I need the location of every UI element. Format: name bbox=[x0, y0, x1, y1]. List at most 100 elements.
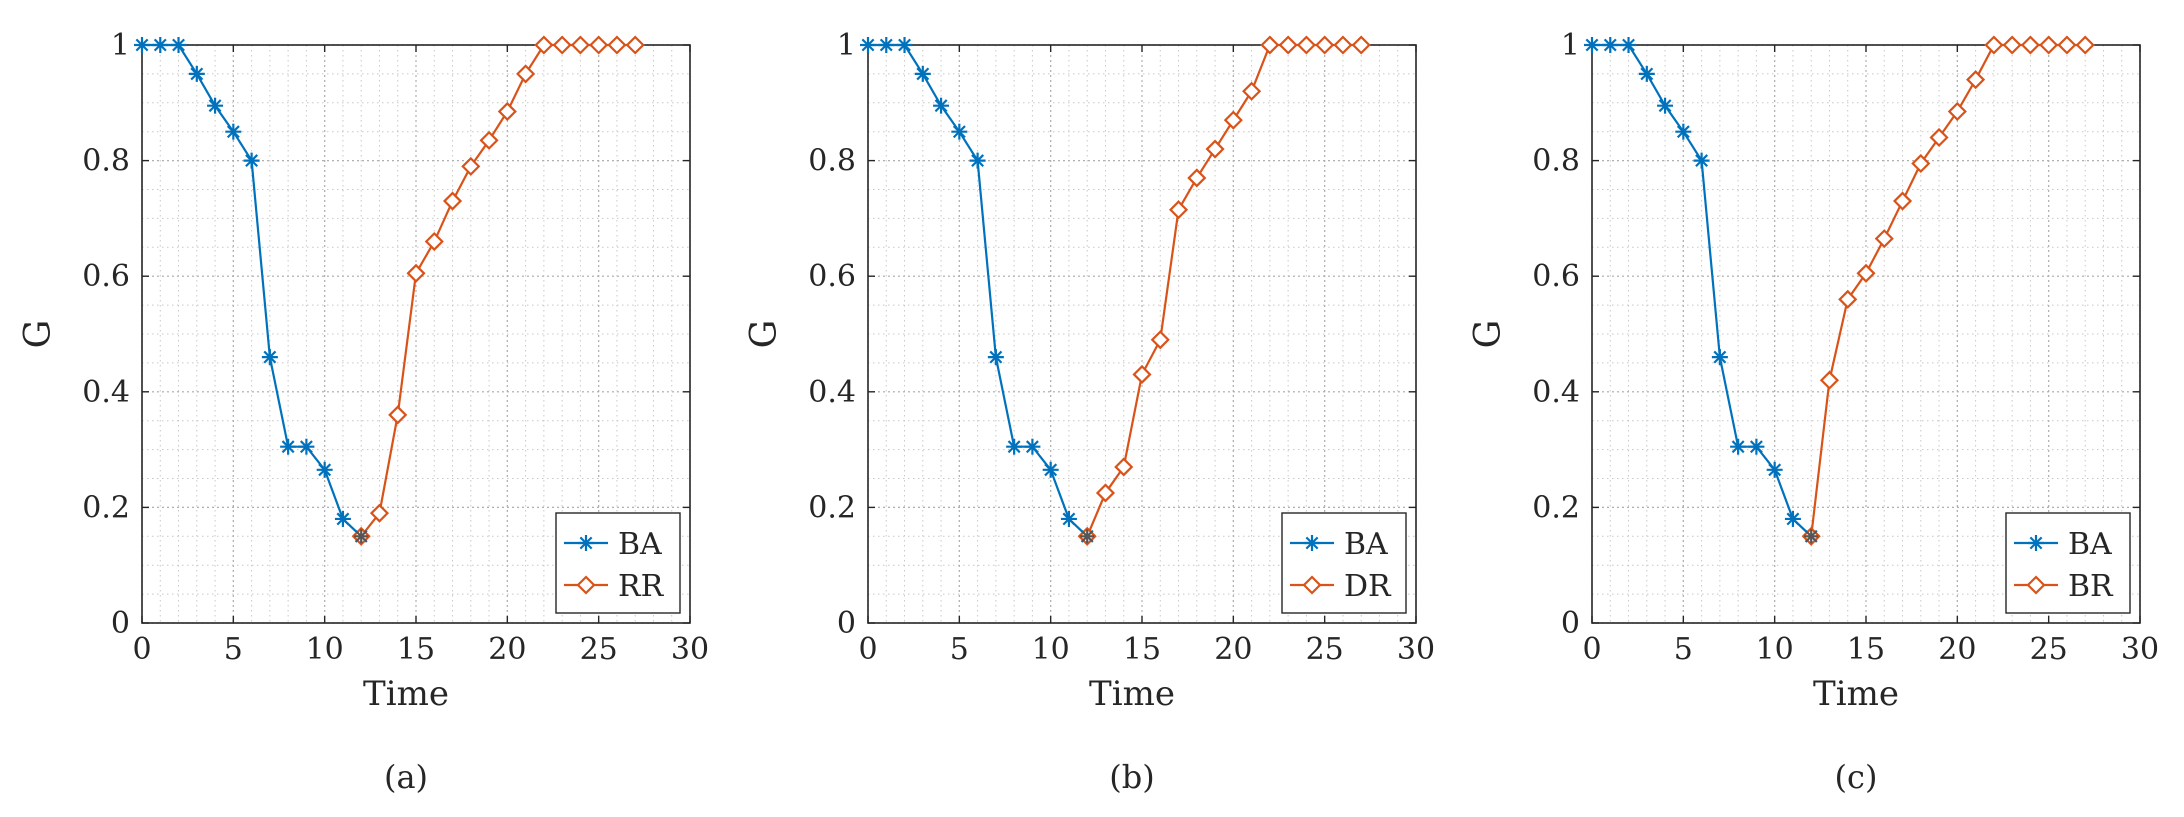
data-point-rr bbox=[534, 35, 554, 55]
data-point-rr bbox=[589, 35, 609, 55]
x-tick-label: 10 bbox=[1032, 632, 1070, 667]
data-point-ba bbox=[134, 37, 150, 53]
x-tick-label: 30 bbox=[671, 632, 709, 667]
data-point-br bbox=[2057, 35, 2077, 55]
y-tick-label: 0 bbox=[111, 606, 130, 641]
data-point-br bbox=[2075, 35, 2095, 55]
data-point-rr bbox=[369, 503, 390, 523]
chart-panel-2: 0 5 10 15 20 25 30 0 0.2 0.4 0.6 0.8 1 Time G (b) BA DR bbox=[744, 28, 1435, 796]
x-tick-label: 15 bbox=[1123, 632, 1161, 667]
legend-marker-ba bbox=[2028, 535, 2044, 551]
data-point-ba bbox=[1657, 97, 1674, 114]
legend: BA BR bbox=[2005, 512, 2131, 614]
legend-label-dr: DR bbox=[1344, 569, 1392, 604]
y-tick-label: 0.4 bbox=[82, 375, 130, 410]
y-axis-label: G bbox=[744, 320, 785, 349]
legend-label-ba: BA bbox=[1344, 527, 1388, 562]
data-point-br bbox=[1874, 229, 1894, 249]
x-tick-label: 0 bbox=[858, 632, 877, 667]
y-tick-label: 0.2 bbox=[82, 490, 130, 525]
data-point-br bbox=[1892, 191, 1913, 211]
data-point-dr bbox=[1315, 35, 1335, 55]
legend-marker-br bbox=[2026, 575, 2046, 595]
data-point-rr bbox=[497, 101, 517, 122]
data-point-rr bbox=[406, 263, 426, 283]
x-tick-label: 5 bbox=[1674, 632, 1693, 667]
data-point-br bbox=[1984, 35, 2004, 55]
junction-point bbox=[1804, 529, 1819, 544]
data-point-ba bbox=[878, 37, 895, 53]
x-axis-label: Time bbox=[1089, 674, 1175, 714]
data-point-ba bbox=[243, 152, 260, 169]
data-point-ba bbox=[987, 349, 1004, 366]
data-point-dr bbox=[1205, 139, 1225, 159]
x-tick-label: 10 bbox=[1756, 632, 1794, 667]
legend-marker-dr bbox=[1302, 575, 1322, 595]
data-point-ba bbox=[1006, 438, 1023, 455]
data-point-ba bbox=[207, 97, 224, 114]
data-point-ba bbox=[334, 510, 351, 527]
data-point-rr bbox=[552, 35, 572, 55]
x-tick-label: 30 bbox=[2121, 632, 2159, 667]
data-point-dr bbox=[1333, 35, 1353, 55]
data-point-ba bbox=[280, 438, 297, 455]
x-tick-label: 5 bbox=[950, 632, 969, 667]
data-point-dr bbox=[1296, 35, 1316, 55]
x-axis-label: Time bbox=[1813, 674, 1899, 714]
x-tick-label: 5 bbox=[224, 632, 243, 667]
y-tick-label: 0.2 bbox=[808, 490, 856, 525]
data-point-br bbox=[2020, 35, 2040, 55]
y-tick-label: 0.8 bbox=[82, 144, 130, 179]
x-tick-label: 0 bbox=[1582, 632, 1601, 667]
y-tick-label: 0.4 bbox=[1532, 375, 1580, 410]
data-point-dr bbox=[1132, 364, 1152, 385]
data-point-br bbox=[2002, 35, 2022, 55]
data-point-dr bbox=[1150, 330, 1170, 350]
data-point-ba bbox=[1711, 349, 1728, 366]
legend-label-ba: BA bbox=[618, 527, 662, 562]
y-tick-label: 1 bbox=[111, 28, 130, 63]
data-point-dr bbox=[1351, 35, 1371, 55]
junction-point bbox=[1080, 529, 1095, 544]
legend: BA RR bbox=[555, 512, 681, 614]
x-tick-label: 25 bbox=[580, 632, 618, 667]
data-point-rr bbox=[442, 191, 463, 211]
legend-marker-ba bbox=[1304, 535, 1320, 551]
data-point-ba bbox=[1060, 510, 1077, 527]
data-point-ba bbox=[1042, 461, 1059, 478]
x-axis-label: Time bbox=[363, 674, 449, 714]
data-point-br bbox=[1856, 263, 1876, 283]
y-tick-label: 0.2 bbox=[1532, 490, 1580, 525]
legend-box bbox=[1281, 512, 1407, 614]
chart-panel-3: 0 5 10 15 20 25 30 0 0.2 0.4 0.6 0.8 1 Time G (c) BA BR bbox=[1468, 28, 2159, 796]
legend-box bbox=[2005, 512, 2131, 614]
data-point-ba bbox=[951, 123, 968, 140]
data-point-ba bbox=[1784, 510, 1801, 527]
panel-caption: (c) bbox=[1835, 758, 1878, 796]
data-point-ba bbox=[1584, 37, 1600, 53]
data-point-br bbox=[1819, 370, 1840, 390]
data-point-ba bbox=[860, 37, 876, 53]
legend-marker-ba bbox=[578, 535, 594, 551]
y-axis-label: G bbox=[18, 320, 59, 349]
y-tick-label: 0.8 bbox=[808, 144, 856, 179]
legend: BA DR bbox=[1281, 512, 1407, 614]
data-point-ba bbox=[1766, 461, 1783, 478]
data-point-ba bbox=[896, 37, 913, 53]
data-point-rr bbox=[625, 35, 645, 55]
y-tick-label: 0.6 bbox=[808, 259, 856, 294]
data-point-ba bbox=[1602, 37, 1619, 53]
x-tick-label: 10 bbox=[306, 632, 344, 667]
y-tick-label: 0 bbox=[1561, 606, 1580, 641]
data-point-ba bbox=[298, 438, 315, 455]
data-point-br bbox=[1911, 153, 1931, 174]
junction-point bbox=[354, 529, 369, 544]
data-point-dr bbox=[1242, 81, 1262, 101]
data-point-ba bbox=[1620, 37, 1637, 53]
data-point-br bbox=[1838, 289, 1858, 309]
legend-label-ba: BA bbox=[2068, 527, 2112, 562]
data-point-br bbox=[1966, 70, 1986, 90]
data-point-dr bbox=[1260, 35, 1280, 55]
data-point-br bbox=[2039, 35, 2059, 55]
data-point-ba bbox=[225, 123, 242, 140]
